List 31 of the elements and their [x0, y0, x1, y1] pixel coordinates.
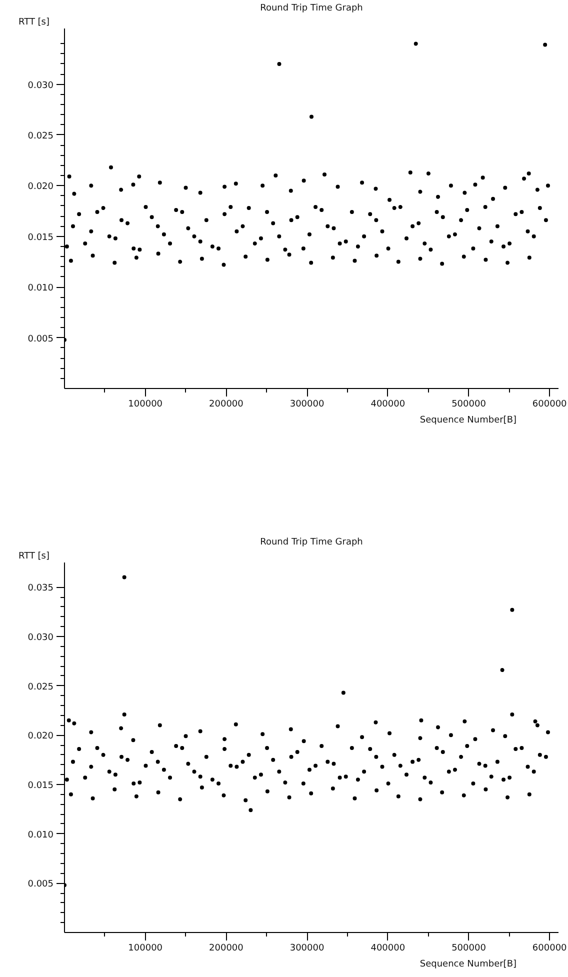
x-tick-label: 600000 [532, 400, 568, 410]
y-tick-label: 0.025 [28, 131, 54, 142]
y-tick-label: 0.025 [28, 682, 54, 692]
x-tick-label: 300000 [290, 400, 325, 410]
x-tick-label: 400000 [370, 944, 406, 954]
x-tick-label: 500000 [452, 400, 486, 410]
x-tick-label: 500000 [452, 944, 486, 954]
chart-title: Round Trip Time Graph [260, 4, 363, 14]
x-tick-label: 200000 [209, 400, 244, 410]
y-axis-title: RTT [s] [18, 552, 50, 562]
y-tick-label: 0.015 [28, 781, 54, 791]
y-tick-label: 0.015 [28, 232, 54, 243]
x-tick-label: 600000 [532, 944, 568, 954]
x-tick-label: 300000 [290, 944, 325, 954]
y-tick-label: 0.005 [28, 880, 54, 890]
y-axis-title: RTT [s] [18, 18, 50, 28]
x-tick-label: 400000 [370, 400, 406, 410]
y-tick-label: 0.010 [28, 830, 54, 840]
y-tick-label: 0.020 [28, 732, 54, 742]
x-axis-title: Sequence Number[B] [420, 960, 517, 970]
x-tick-label: 100000 [128, 944, 163, 954]
chart-title: Round Trip Time Graph [260, 538, 363, 548]
x-tick-label: 200000 [209, 944, 244, 954]
y-tick-label: 0.010 [28, 284, 54, 294]
y-tick-label: 0.030 [28, 633, 54, 643]
x-axis-title: Sequence Number[B] [420, 416, 517, 426]
y-tick-label: 0.030 [28, 80, 54, 91]
y-tick-label: 0.005 [28, 334, 54, 344]
y-tick-label: 0.035 [28, 584, 54, 594]
y-tick-label: 0.020 [28, 182, 54, 192]
x-tick-label: 100000 [128, 400, 163, 410]
